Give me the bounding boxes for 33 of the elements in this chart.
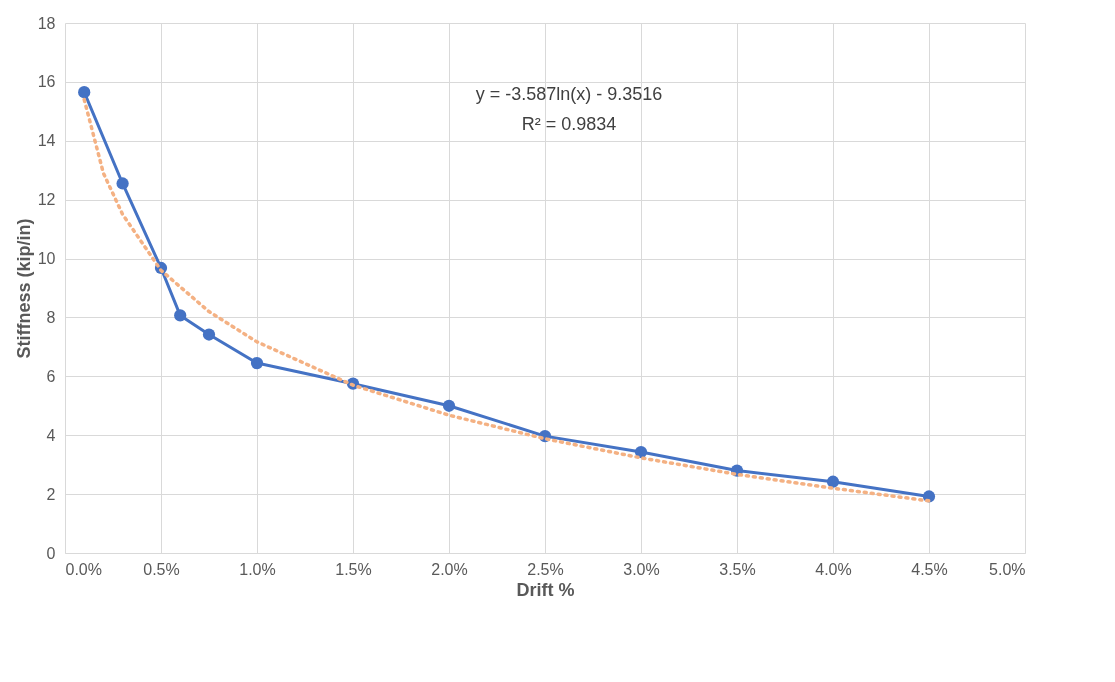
point: [250, 356, 264, 370]
y-tick-label: 10: [37, 250, 56, 268]
y-axis-title: Stiffness (kip/in): [13, 218, 34, 359]
point: [634, 445, 648, 459]
y-tick-label: 2: [46, 485, 56, 503]
y-tick-label: 14: [37, 132, 56, 150]
point: [174, 309, 187, 322]
point: [78, 86, 91, 99]
y-tick-label: 16: [37, 73, 56, 91]
annotation: R² = 0.9834: [521, 113, 617, 134]
y-tick-label: 18: [37, 14, 56, 32]
x-tick-label: 0.0%: [65, 560, 102, 578]
x-tick-label: 1.5%: [335, 560, 372, 578]
x-tick-label: 2.5%: [527, 560, 564, 578]
y-tick-label: 12: [37, 191, 56, 209]
x-tick-label: 0.5%: [143, 560, 180, 578]
point: [202, 328, 216, 341]
y-tick-label: 0: [46, 544, 56, 562]
point: [442, 399, 456, 412]
x-tick-label: 2.0%: [431, 560, 468, 578]
x-tick-label: 3.0%: [623, 560, 660, 578]
y-tick-label: 4: [46, 426, 56, 444]
x-tick-label: 1.0%: [239, 560, 276, 578]
x-tick-label: 4.0%: [815, 560, 852, 578]
x-axis-title: Drift %: [516, 579, 575, 600]
point: [116, 177, 129, 190]
x-tick-label: 5.0%: [989, 560, 1026, 578]
annotation: y = -3.587ln(x) - 9.3516: [475, 83, 663, 104]
y-tick-label: 8: [46, 308, 56, 326]
point: [826, 475, 840, 488]
x-tick-label: 3.5%: [719, 560, 756, 578]
y-tick-label: 6: [46, 367, 56, 385]
x-tick-label: 4.5%: [911, 560, 948, 578]
